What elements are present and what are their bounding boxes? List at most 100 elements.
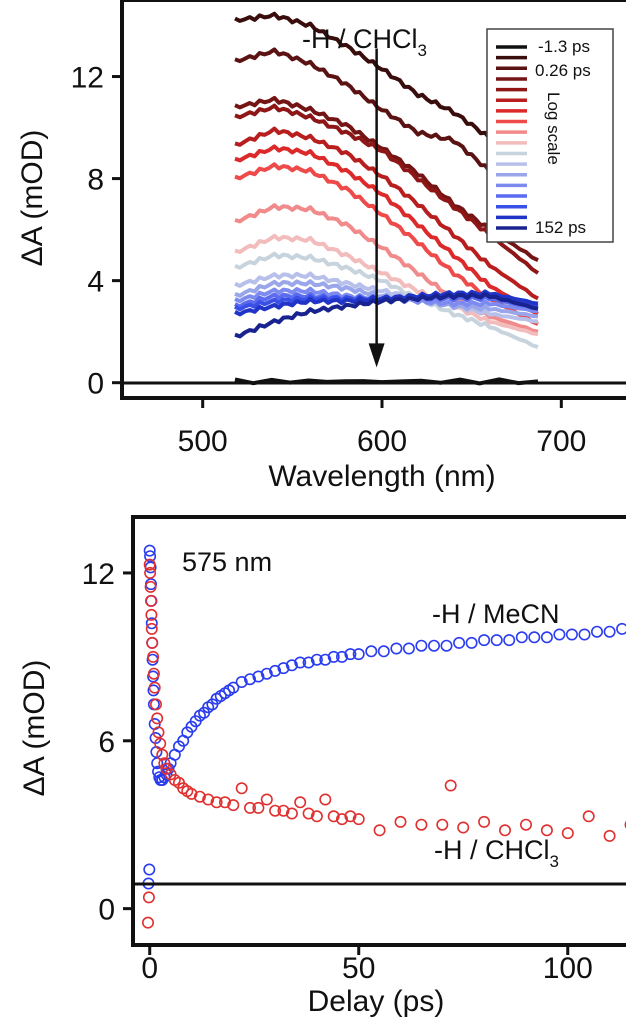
spectra-chart: 500 600 700 0 4 8 12 Wavelength (nm) ΔA (mOD)…: [16, 0, 626, 493]
data-point: [193, 790, 206, 803]
kinetics-wavelength-annotation: 575 nm: [182, 547, 272, 577]
data-point: [147, 650, 160, 663]
spectra-x-axis-label: Wavelength (nm): [268, 460, 495, 493]
y-tick-label: 0: [87, 368, 104, 401]
data-point: [465, 636, 478, 649]
data-point: [310, 810, 323, 823]
data-point: [352, 648, 365, 661]
spectrum-line: [234, 126, 539, 301]
data-point: [277, 662, 290, 675]
data-point: [565, 628, 578, 641]
data-point: [144, 580, 157, 593]
data-point: [144, 550, 157, 563]
data-point: [202, 793, 215, 806]
data-point: [235, 675, 248, 688]
spectrum-line: [234, 291, 539, 339]
legend-last-label: 152 ps: [535, 218, 586, 237]
data-point: [415, 639, 428, 652]
data-point: [444, 779, 457, 792]
data-point: [503, 634, 516, 647]
spectrum-line: [234, 103, 540, 275]
data-point: [515, 631, 528, 644]
data-point: [152, 726, 165, 739]
x-tick-label: 100: [543, 952, 593, 985]
data-point: [498, 824, 511, 837]
kinetics-plot-frame: [131, 515, 626, 947]
data-point: [540, 824, 553, 837]
data-point: [210, 796, 223, 809]
data-point: [147, 667, 160, 680]
legend-swatches: [496, 45, 527, 230]
spectra-legend: -1.3 ps 0.26 ps Log scale 152 ps: [486, 28, 614, 243]
kinetics-x-ticks: 0 50 100: [141, 945, 593, 985]
data-point: [578, 628, 591, 641]
data-point: [327, 810, 340, 823]
data-point: [158, 757, 171, 770]
data-point: [151, 712, 164, 725]
data-point: [457, 821, 470, 834]
data-point: [440, 639, 453, 652]
kinetics-x-axis-label: Delay (ps): [308, 985, 445, 1018]
data-point: [235, 782, 248, 795]
data-point: [310, 653, 323, 666]
legend-second-label: 0.26 ps: [535, 61, 591, 80]
data-point: [335, 650, 348, 663]
data-point: [144, 566, 157, 579]
spectra-annotation-main: -H / CHCl: [302, 24, 418, 54]
data-point: [327, 650, 340, 663]
data-point: [528, 631, 541, 644]
spectrum-line: [234, 11, 540, 198]
spectrum-line: [234, 233, 539, 337]
data-point: [151, 757, 164, 770]
data-point: [244, 673, 257, 686]
kinetics-chart: 0 50 100 0 6 12 Delay (ps) ΔA (mOD) 575 nm -…: [18, 515, 626, 1018]
mecn-series-label: -H / MeCN: [432, 599, 560, 629]
x-tick-label: 500: [178, 425, 228, 458]
data-point: [319, 793, 332, 806]
spectrum-line: [234, 289, 539, 317]
data-point: [185, 787, 198, 800]
data-point: [294, 796, 307, 809]
data-point: [302, 656, 315, 669]
chcl3-label-main: -H / CHCl: [434, 835, 550, 865]
data-point: [373, 824, 386, 837]
data-point: [252, 801, 265, 814]
data-point: [148, 681, 161, 694]
data-point: [616, 622, 626, 635]
data-point: [561, 827, 574, 840]
y-tick-label: 0: [98, 894, 115, 927]
data-point: [227, 681, 240, 694]
chcl3-series-label: -H / CHCl3: [434, 835, 559, 871]
data-point: [402, 642, 415, 655]
data-point: [478, 634, 491, 647]
x-tick-label: 0: [141, 952, 158, 985]
data-point: [590, 625, 603, 638]
spectrum-line: [234, 47, 540, 214]
data-point: [143, 558, 156, 571]
data-point: [260, 793, 273, 806]
data-point: [146, 636, 159, 649]
decay-arrow: [368, 48, 385, 368]
data-point: [277, 804, 290, 817]
data-point: [302, 807, 315, 820]
data-point: [319, 653, 332, 666]
data-point: [377, 645, 390, 658]
spectrum-line: [234, 251, 539, 349]
y-tick-label: 4: [87, 266, 104, 299]
data-point: [156, 748, 169, 761]
legend-log-scale-label: Log scale: [544, 92, 563, 165]
x-tick-label: 50: [342, 952, 375, 985]
data-point: [154, 737, 167, 750]
data-point: [150, 698, 163, 711]
data-point: [582, 810, 595, 823]
data-point: [603, 829, 616, 842]
data-point: [244, 801, 257, 814]
arrow-head: [368, 343, 385, 368]
spectra-y-ticks: 0 4 8 12: [71, 62, 122, 401]
data-point: [142, 891, 155, 904]
data-point: [219, 796, 232, 809]
y-tick-label: 6: [98, 726, 115, 759]
data-point: [145, 594, 158, 607]
data-point: [285, 659, 298, 672]
